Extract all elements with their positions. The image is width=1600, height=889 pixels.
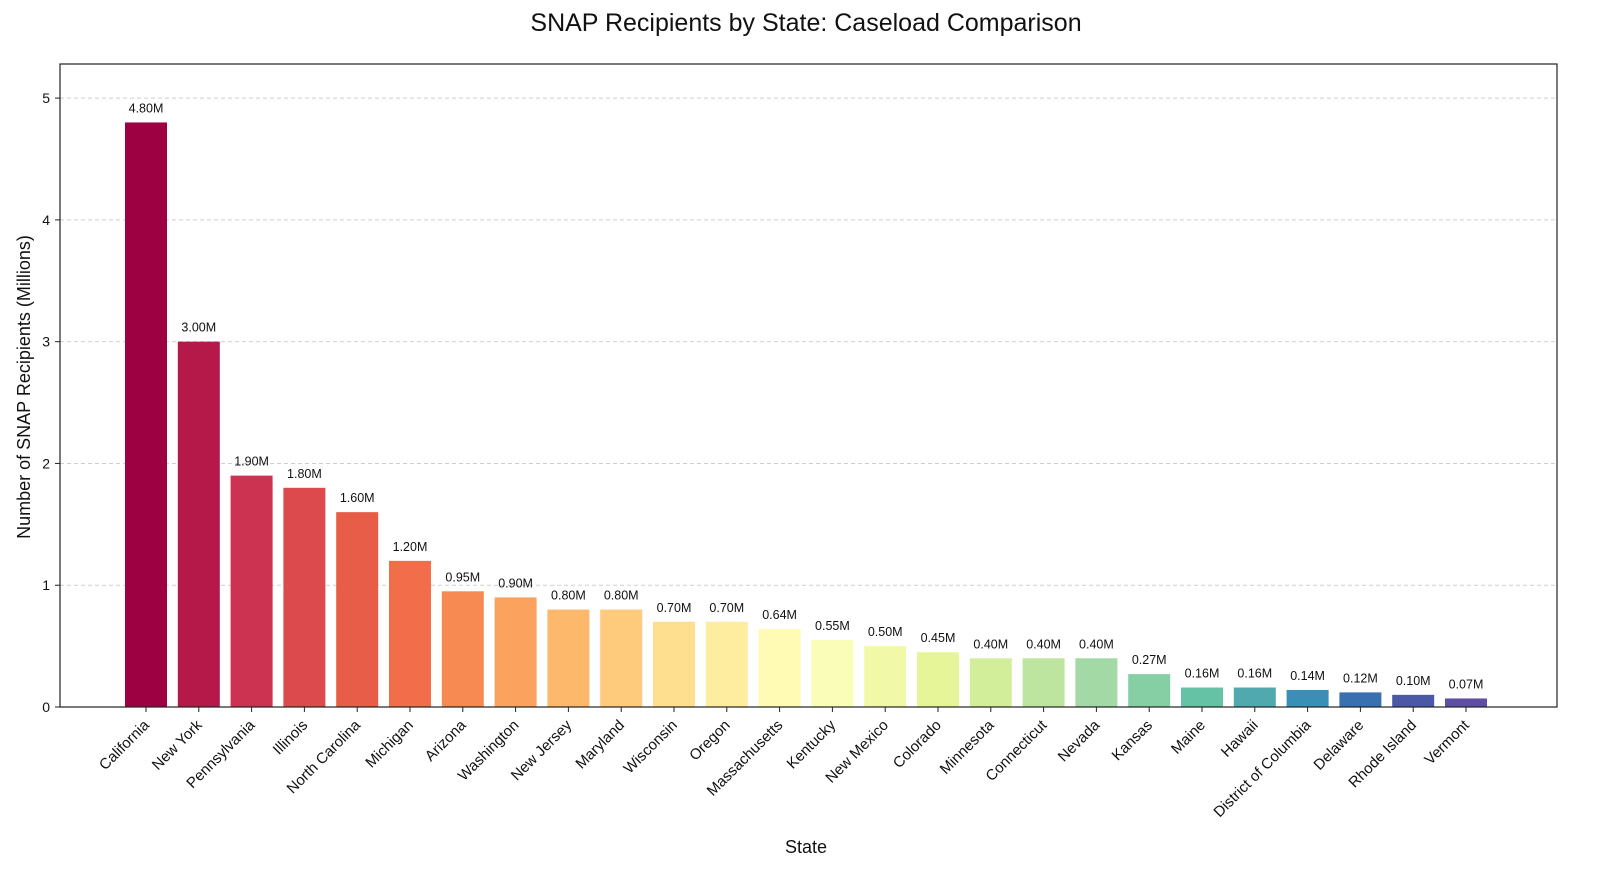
data-label-washington: 0.90M bbox=[498, 576, 533, 590]
data-label-arizona: 0.95M bbox=[445, 570, 480, 584]
bar-michigan bbox=[389, 560, 431, 707]
plot-frame bbox=[59, 63, 1558, 708]
bars bbox=[125, 122, 1487, 708]
x-tick-label-arizona: Arizona bbox=[422, 716, 470, 764]
x-tick-label-illinois: Illinois bbox=[270, 717, 311, 758]
y-tick-label-3: 3 bbox=[42, 334, 50, 350]
bar-new-york bbox=[177, 341, 220, 707]
y-tick-label-0: 0 bbox=[42, 699, 50, 715]
data-label-illinois: 1.80M bbox=[287, 467, 322, 481]
data-label-maryland: 0.80M bbox=[604, 589, 639, 603]
x-tick-label-nevada: Nevada bbox=[1055, 716, 1104, 765]
x-tick-label-maryland: Maryland bbox=[572, 717, 628, 773]
bar-vermont bbox=[1445, 698, 1487, 707]
x-tick-label-colorado: Colorado bbox=[890, 717, 945, 772]
y-axis-ticks: 0 1 2 3 4 5 bbox=[42, 90, 60, 715]
bar-oregon bbox=[705, 621, 748, 707]
x-tick-label-district-of-columbia: District of Columbia bbox=[1210, 716, 1314, 820]
bar-district-of-columbia bbox=[1286, 689, 1329, 707]
y-tick-label-5: 5 bbox=[42, 90, 50, 106]
data-label-pennsylvania: 1.90M bbox=[234, 455, 269, 469]
chart-title: SNAP Recipients by State: Caseload Compa… bbox=[530, 9, 1081, 37]
data-label-vermont: 0.07M bbox=[1449, 677, 1484, 691]
data-label-nevada: 0.40M bbox=[1079, 637, 1114, 651]
data-label-oregon: 0.70M bbox=[709, 601, 744, 615]
y-tick-label-2: 2 bbox=[42, 455, 50, 471]
data-label-minnesota: 0.40M bbox=[973, 637, 1008, 651]
data-label-hawaii: 0.16M bbox=[1237, 667, 1272, 681]
bar-rhode-island bbox=[1392, 694, 1435, 707]
bar-pennsylvania bbox=[230, 475, 273, 707]
y-tick-label-4: 4 bbox=[42, 212, 50, 228]
bar-wisconsin bbox=[653, 621, 695, 707]
bar-minnesota bbox=[969, 658, 1012, 707]
bar-massachusetts bbox=[758, 629, 801, 707]
bar-delaware bbox=[1339, 692, 1382, 707]
bar-north-carolina bbox=[336, 512, 379, 707]
data-label-new-jersey: 0.80M bbox=[551, 589, 586, 603]
bar-california bbox=[125, 122, 167, 708]
bar-new-mexico bbox=[864, 646, 907, 707]
x-tick-label-wisconsin: Wisconsin bbox=[620, 717, 680, 777]
bar-colorado bbox=[917, 652, 959, 707]
bar-maine bbox=[1181, 687, 1223, 707]
data-label-rhode-island: 0.10M bbox=[1396, 674, 1431, 688]
x-tick-label-kentucky: Kentucky bbox=[784, 716, 840, 772]
x-tick-label-hawaii: Hawaii bbox=[1218, 717, 1262, 761]
x-tick-label-california: California bbox=[96, 716, 153, 773]
x-tick-label-michigan: Michigan bbox=[362, 717, 416, 771]
data-label-connecticut: 0.40M bbox=[1026, 637, 1061, 651]
data-labels: 4.80M 3.00M 1.90M 1.80M 1.60M 1.20M 0.95M 0.90M… bbox=[129, 101, 1484, 691]
data-label-new-mexico: 0.50M bbox=[868, 625, 903, 639]
x-tick-label-maine: Maine bbox=[1168, 717, 1209, 758]
bar-arizona bbox=[441, 591, 484, 707]
x-axis-label: State bbox=[785, 837, 827, 857]
x-tick-label-vermont: Vermont bbox=[1421, 716, 1473, 768]
data-label-delaware: 0.12M bbox=[1343, 671, 1378, 685]
bar-hawaii bbox=[1233, 687, 1276, 707]
bar-kansas bbox=[1128, 674, 1171, 707]
x-tick-label-kansas: Kansas bbox=[1109, 717, 1156, 764]
y-axis-label: Number of SNAP Recipients (Millions) bbox=[14, 235, 34, 539]
data-label-michigan: 1.20M bbox=[393, 540, 428, 554]
bar-kentucky bbox=[811, 640, 854, 707]
data-label-district-of-columbia: 0.14M bbox=[1290, 669, 1325, 683]
data-label-wisconsin: 0.70M bbox=[657, 601, 692, 615]
data-label-colorado: 0.45M bbox=[921, 631, 956, 645]
y-tick-label-1: 1 bbox=[42, 577, 50, 593]
data-label-kansas: 0.27M bbox=[1132, 653, 1167, 667]
data-label-massachusetts: 0.64M bbox=[762, 608, 797, 622]
data-label-california: 4.80M bbox=[129, 101, 164, 115]
bar-maryland bbox=[600, 609, 643, 707]
bar-nevada bbox=[1075, 658, 1118, 707]
data-label-maine: 0.16M bbox=[1185, 667, 1220, 681]
bar-washington bbox=[494, 597, 537, 707]
x-tick-label-oregon: Oregon bbox=[686, 717, 733, 764]
bar-illinois bbox=[283, 487, 326, 707]
gridlines bbox=[60, 97, 1557, 586]
data-label-new-york: 3.00M bbox=[181, 321, 216, 335]
bar-connecticut bbox=[1022, 658, 1065, 707]
data-label-kentucky: 0.55M bbox=[815, 619, 850, 633]
data-label-north-carolina: 1.60M bbox=[340, 491, 375, 505]
bar-new-jersey bbox=[547, 609, 590, 707]
